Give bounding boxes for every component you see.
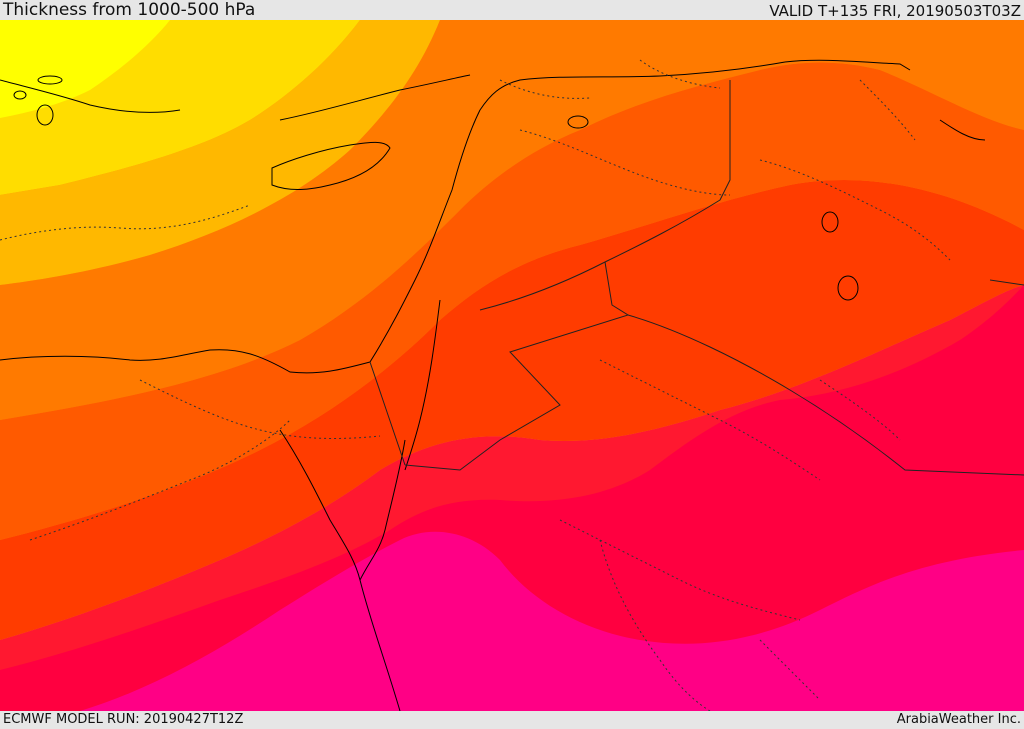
coastlines <box>0 59 986 711</box>
credit-label: ArabiaWeather Inc. <box>896 712 1021 727</box>
water-features <box>13 75 859 301</box>
province-borders <box>0 59 951 711</box>
thickness-map[interactable] <box>0 20 1024 711</box>
band-amber <box>0 20 440 285</box>
map-title: Thickness from 1000-500 hPa <box>3 0 256 20</box>
valid-time: VALID T+135 FRI, 20190503T03Z <box>769 2 1021 20</box>
band-red-orange <box>0 180 1024 640</box>
band-orange-red <box>0 62 1024 540</box>
band-crimson <box>0 285 1024 711</box>
header-bar: Thickness from 1000-500 hPa VALID T+135 … <box>0 0 1024 20</box>
country-borders <box>369 80 1024 476</box>
band-yellow <box>0 20 170 118</box>
band-orange <box>0 20 1024 420</box>
band-magenta <box>80 531 1024 711</box>
model-run-label: ECMWF MODEL RUN: 20190427T12Z <box>3 712 244 727</box>
footer-bar: ECMWF MODEL RUN: 20190427T12Z ArabiaWeat… <box>0 711 1024 729</box>
